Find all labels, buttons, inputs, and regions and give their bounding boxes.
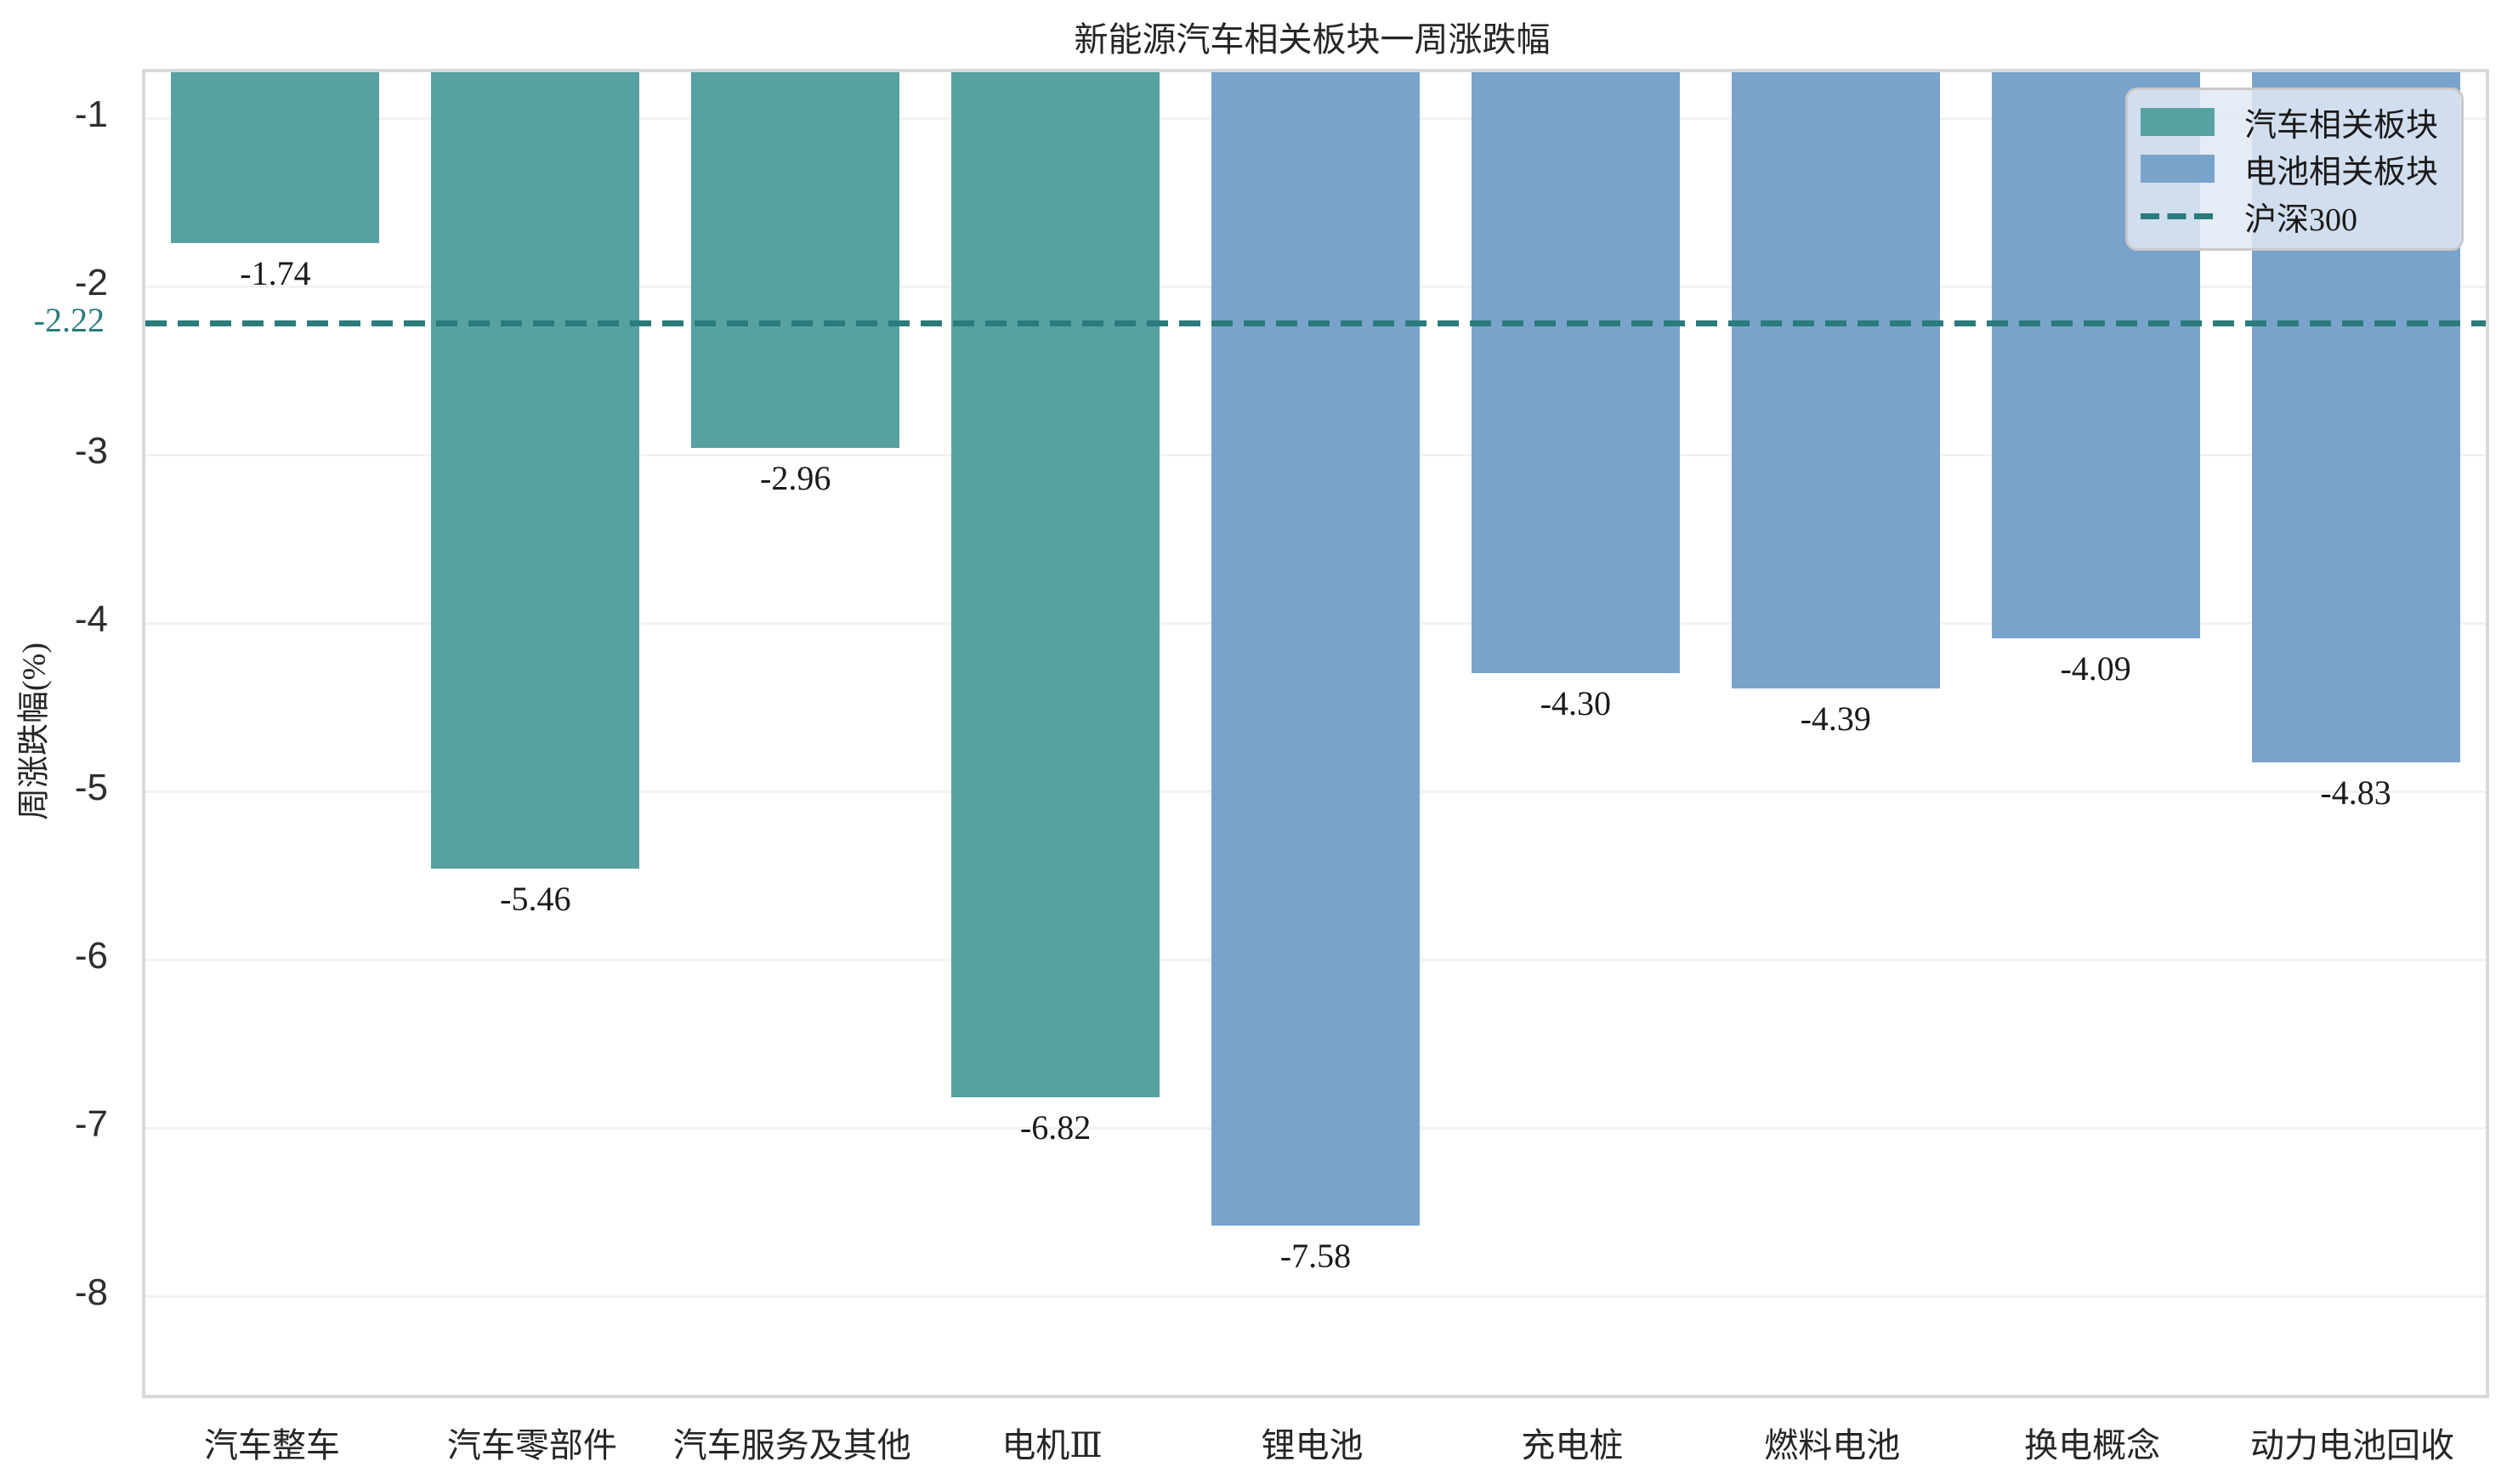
y-tick-label: -3 [74, 430, 108, 473]
y-tick-label: -7 [74, 1103, 108, 1146]
legend-item-battery: 电池相关板块 [2141, 145, 2453, 192]
benchmark-axis-label: -2.22 [33, 300, 105, 339]
bar-battery [1471, 72, 1680, 674]
y-tick-label: -4 [74, 598, 108, 641]
plot-area: -1.74 -5.46 -2.96 -6.82 -7.58 -4.30 -4.39 -4.09… [142, 69, 2489, 1398]
y-tick-label: -2 [74, 262, 108, 304]
x-tick-label: 锂电池 [1261, 1426, 1364, 1464]
bar-value-label: -2.96 [760, 459, 831, 498]
bar-battery [1731, 72, 1940, 689]
chart-title: 新能源汽车相关板块一周涨跌幅 [1074, 20, 1551, 59]
y-tick-label: -1 [74, 93, 108, 136]
benchmark-dashed-line [145, 320, 2486, 327]
legend-swatch-battery [2141, 155, 2215, 184]
y-tick-label: -5 [74, 767, 108, 809]
bar-value-label: -1.74 [240, 253, 311, 292]
y-tick-label: -6 [74, 935, 108, 977]
bar-value-label: -4.30 [1540, 684, 1612, 723]
bar-auto [171, 72, 380, 243]
legend-dash-sample [2141, 212, 2215, 219]
bar-value-label: -4.09 [2060, 649, 2131, 688]
legend-label-benchmark: 沪深300 [2244, 201, 2358, 238]
x-tick-label: 电机Ⅲ [1001, 1426, 1103, 1464]
bar-value-label: -5.46 [500, 880, 571, 919]
gridline [145, 1294, 2486, 1298]
x-tick-label: 汽车零部件 [446, 1426, 617, 1464]
legend-item-auto: 汽车相关板块 [2141, 99, 2453, 145]
x-tick-label: 汽车服务及其他 [672, 1426, 911, 1464]
bar-auto [951, 72, 1160, 1098]
legend-label-auto: 汽车相关板块 [2244, 108, 2439, 144]
bar-value-label: -4.39 [1800, 700, 1871, 739]
legend: 汽车相关板块 电池相关板块 沪深300 [2125, 88, 2464, 251]
x-tick-label: 充电桩 [1521, 1426, 1624, 1464]
x-tick-label: 燃料电池 [1764, 1426, 1901, 1464]
y-axis-label: 周涨跌幅(%) [16, 643, 53, 820]
x-tick-label: 汽车整车 [203, 1426, 340, 1464]
legend-item-benchmark: 沪深300 [2141, 193, 2453, 240]
legend-label-battery: 电池相关板块 [2244, 155, 2439, 191]
bar-value-label: -7.58 [1279, 1236, 1352, 1275]
x-tick-label: 换电概念 [2024, 1426, 2161, 1464]
bar-auto [691, 72, 900, 449]
bar-value-label: -4.83 [2320, 773, 2391, 813]
bar-value-label: -6.82 [1019, 1108, 1092, 1147]
x-tick-label: 动力电池回收 [2250, 1426, 2455, 1464]
legend-swatch-auto [2141, 108, 2215, 137]
y-tick-label: -8 [74, 1272, 108, 1314]
bar-battery [1211, 72, 1420, 1226]
bar-auto [431, 72, 640, 869]
